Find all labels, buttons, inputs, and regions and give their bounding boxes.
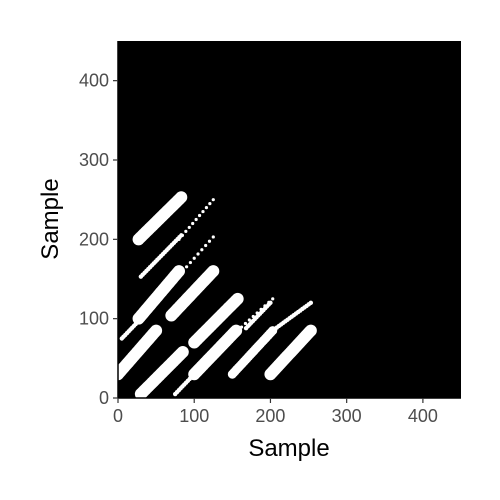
data-point xyxy=(207,265,220,278)
data-point xyxy=(196,252,200,256)
data-point xyxy=(150,324,163,337)
y-tick-label: 300 xyxy=(79,150,109,170)
data-point xyxy=(267,300,271,304)
data-point xyxy=(304,324,317,337)
y-tick-label: 0 xyxy=(99,388,109,408)
y-tick-label: 100 xyxy=(79,309,109,329)
data-point xyxy=(187,225,191,230)
y-tick-label: 200 xyxy=(79,229,109,249)
data-point xyxy=(184,229,188,233)
data-point xyxy=(172,265,185,278)
x-tick-label: 100 xyxy=(179,406,209,426)
data-point xyxy=(138,316,144,321)
data-point xyxy=(207,239,212,243)
data-point xyxy=(255,311,259,315)
data-point xyxy=(194,217,198,222)
data-point xyxy=(236,328,240,333)
data-point xyxy=(263,304,267,308)
data-point xyxy=(192,256,196,260)
points-layer xyxy=(112,191,317,401)
data-point xyxy=(271,297,275,301)
axes-layer: 0 100 200 300 400 0 100 200 300 400 xyxy=(79,41,461,426)
data-point xyxy=(176,345,189,358)
x-tick-label: 300 xyxy=(332,406,362,426)
data-point xyxy=(177,237,181,241)
data-point xyxy=(243,321,248,326)
data-point xyxy=(175,191,188,204)
data-point xyxy=(259,307,263,312)
x-axis-title: Sample xyxy=(248,435,329,462)
data-point xyxy=(211,352,216,357)
data-point xyxy=(180,233,185,237)
plot-panel xyxy=(118,41,461,398)
data-point xyxy=(191,221,195,226)
x-tick-label: 400 xyxy=(408,406,438,426)
data-point xyxy=(181,269,185,273)
data-point xyxy=(188,260,193,265)
data-point xyxy=(197,213,202,218)
data-point xyxy=(231,292,244,305)
x-tick-label: 200 xyxy=(255,406,285,426)
data-point xyxy=(308,300,314,305)
data-point xyxy=(239,325,244,329)
data-point xyxy=(185,265,189,269)
data-point xyxy=(204,206,209,210)
y-axis-title: Sample xyxy=(37,178,64,259)
data-point xyxy=(208,202,212,206)
data-point xyxy=(211,235,215,239)
data-point xyxy=(201,209,205,214)
data-point xyxy=(204,243,208,248)
data-point xyxy=(247,318,251,322)
data-point xyxy=(251,314,255,319)
y-tick-label: 400 xyxy=(79,71,109,91)
data-point xyxy=(211,198,215,202)
data-point xyxy=(200,248,204,252)
x-tick-label: 0 xyxy=(113,406,123,426)
